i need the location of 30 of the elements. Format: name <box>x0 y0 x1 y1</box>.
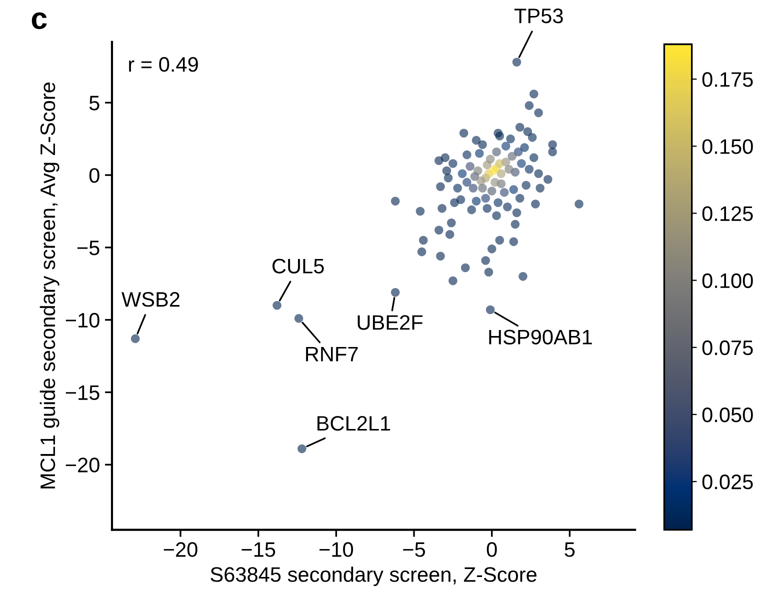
annotation: TP53 <box>514 8 563 24</box>
y-axis-title: MCL1 guide secondary screen, Avg Z-Score <box>40 82 60 488</box>
y-tick-label: −15 <box>66 385 100 400</box>
chart-title: c <box>32 12 47 30</box>
annotation: UBE2F <box>358 315 423 330</box>
x-axis-title: S63845 secondary screen, Z-Score <box>210 566 536 586</box>
x-tick-label: −10 <box>320 542 354 557</box>
y-tick-label: −20 <box>66 458 100 472</box>
x-tick-label: 5 <box>564 542 575 557</box>
annotation: RNF7 <box>306 346 358 362</box>
annotation: r = 0.49 <box>129 57 198 72</box>
y-tick-label: 0 <box>89 168 100 183</box>
x-tick-label: −5 <box>403 542 426 557</box>
x-tick-label: −20 <box>164 542 198 557</box>
color-bar-label: 0.150 <box>702 139 753 154</box>
color-bar-label: 0.175 <box>702 72 753 87</box>
color-bar-label: 0.125 <box>702 206 753 222</box>
x-tick-label: 0 <box>486 542 497 557</box>
x-tick-label: −15 <box>242 542 276 557</box>
annotation: BCL2L1 <box>318 416 390 431</box>
y-tick-label: −10 <box>66 312 100 328</box>
y-tick-label: 5 <box>89 96 100 110</box>
color-bar-label: 0.025 <box>702 474 753 490</box>
y-tick-label: −5 <box>77 240 100 256</box>
annotation: CUL5 <box>272 258 324 274</box>
color-bar-label: 0.050 <box>702 407 753 422</box>
color-bar-label: 0.075 <box>702 340 753 356</box>
color-bar-label: 0.100 <box>702 273 753 288</box>
annotation: HSP90AB1 <box>489 330 592 344</box>
annotation: WSB2 <box>122 292 180 307</box>
